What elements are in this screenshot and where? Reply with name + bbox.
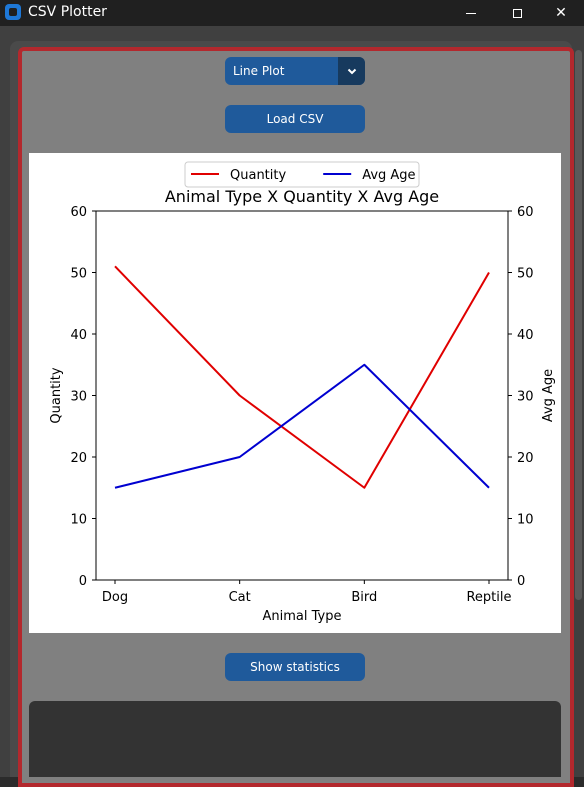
show-statistics-button[interactable]: Show statistics [225,653,365,681]
dropdown-arrow-button[interactable] [338,57,365,85]
y2-tick-label: 30 [517,390,534,405]
y-tick-label: 40 [70,328,87,343]
y2-tick-label: 10 [517,513,534,528]
y2-axis-label: Avg Age [541,369,556,422]
y2-tick-label: 60 [517,205,534,220]
maximize-button[interactable] [494,0,540,26]
app-icon [5,4,21,20]
x-axis-label: Animal Type [263,609,342,624]
maximize-icon [512,8,522,18]
y2-tick-label: 50 [517,267,534,282]
close-icon: ✕ [555,5,567,21]
y-tick-label: 60 [70,205,87,220]
y2-tick-label: 20 [517,451,534,466]
minimize-icon [466,12,476,14]
y2-tick-label: 0 [517,574,525,589]
series-line [114,363,490,489]
chevron-down-icon [347,68,356,74]
y-axis-label: Quantity [49,367,64,423]
x-tick-label: Cat [229,590,251,605]
series-line [114,265,490,489]
plot-type-value: Line Plot [233,64,285,78]
close-button[interactable]: ✕ [538,0,584,26]
chart-canvas: 0 10 20 30 40 50 60 0 10 20 30 40 50 60 Dog Cat Bird Rept… [29,153,561,633]
y-tick-label: 10 [70,513,87,528]
y2-tick-label: 40 [517,328,534,343]
legend-box [184,161,420,188]
x-tick-label: Reptile [466,590,511,605]
title-bar: CSV Plotter ✕ [0,0,584,26]
y-tick-label: 20 [70,451,87,466]
y-tick-label: 50 [70,267,87,282]
line-chart: 0 10 20 30 40 50 60 0 10 20 30 40 50 60 Dog Cat Bird Rept… [49,161,556,624]
y-tick-label: 0 [79,574,87,589]
chart-title: Animal Type X Quantity X Avg Age [165,187,439,206]
y-tick-label: 30 [70,390,87,405]
minimize-button[interactable] [448,0,494,26]
plot-type-dropdown[interactable]: Line Plot [225,57,365,85]
load-csv-button[interactable]: Load CSV [225,105,365,133]
x-tick-label: Bird [351,590,377,605]
statistics-panel [29,701,561,777]
legend-label: Avg Age [362,168,415,183]
x-tick-label: Dog [102,590,128,605]
scrollbar[interactable] [575,50,582,600]
legend-label: Quantity [230,168,286,183]
plot-frame [95,210,509,581]
window-title: CSV Plotter [28,4,107,20]
